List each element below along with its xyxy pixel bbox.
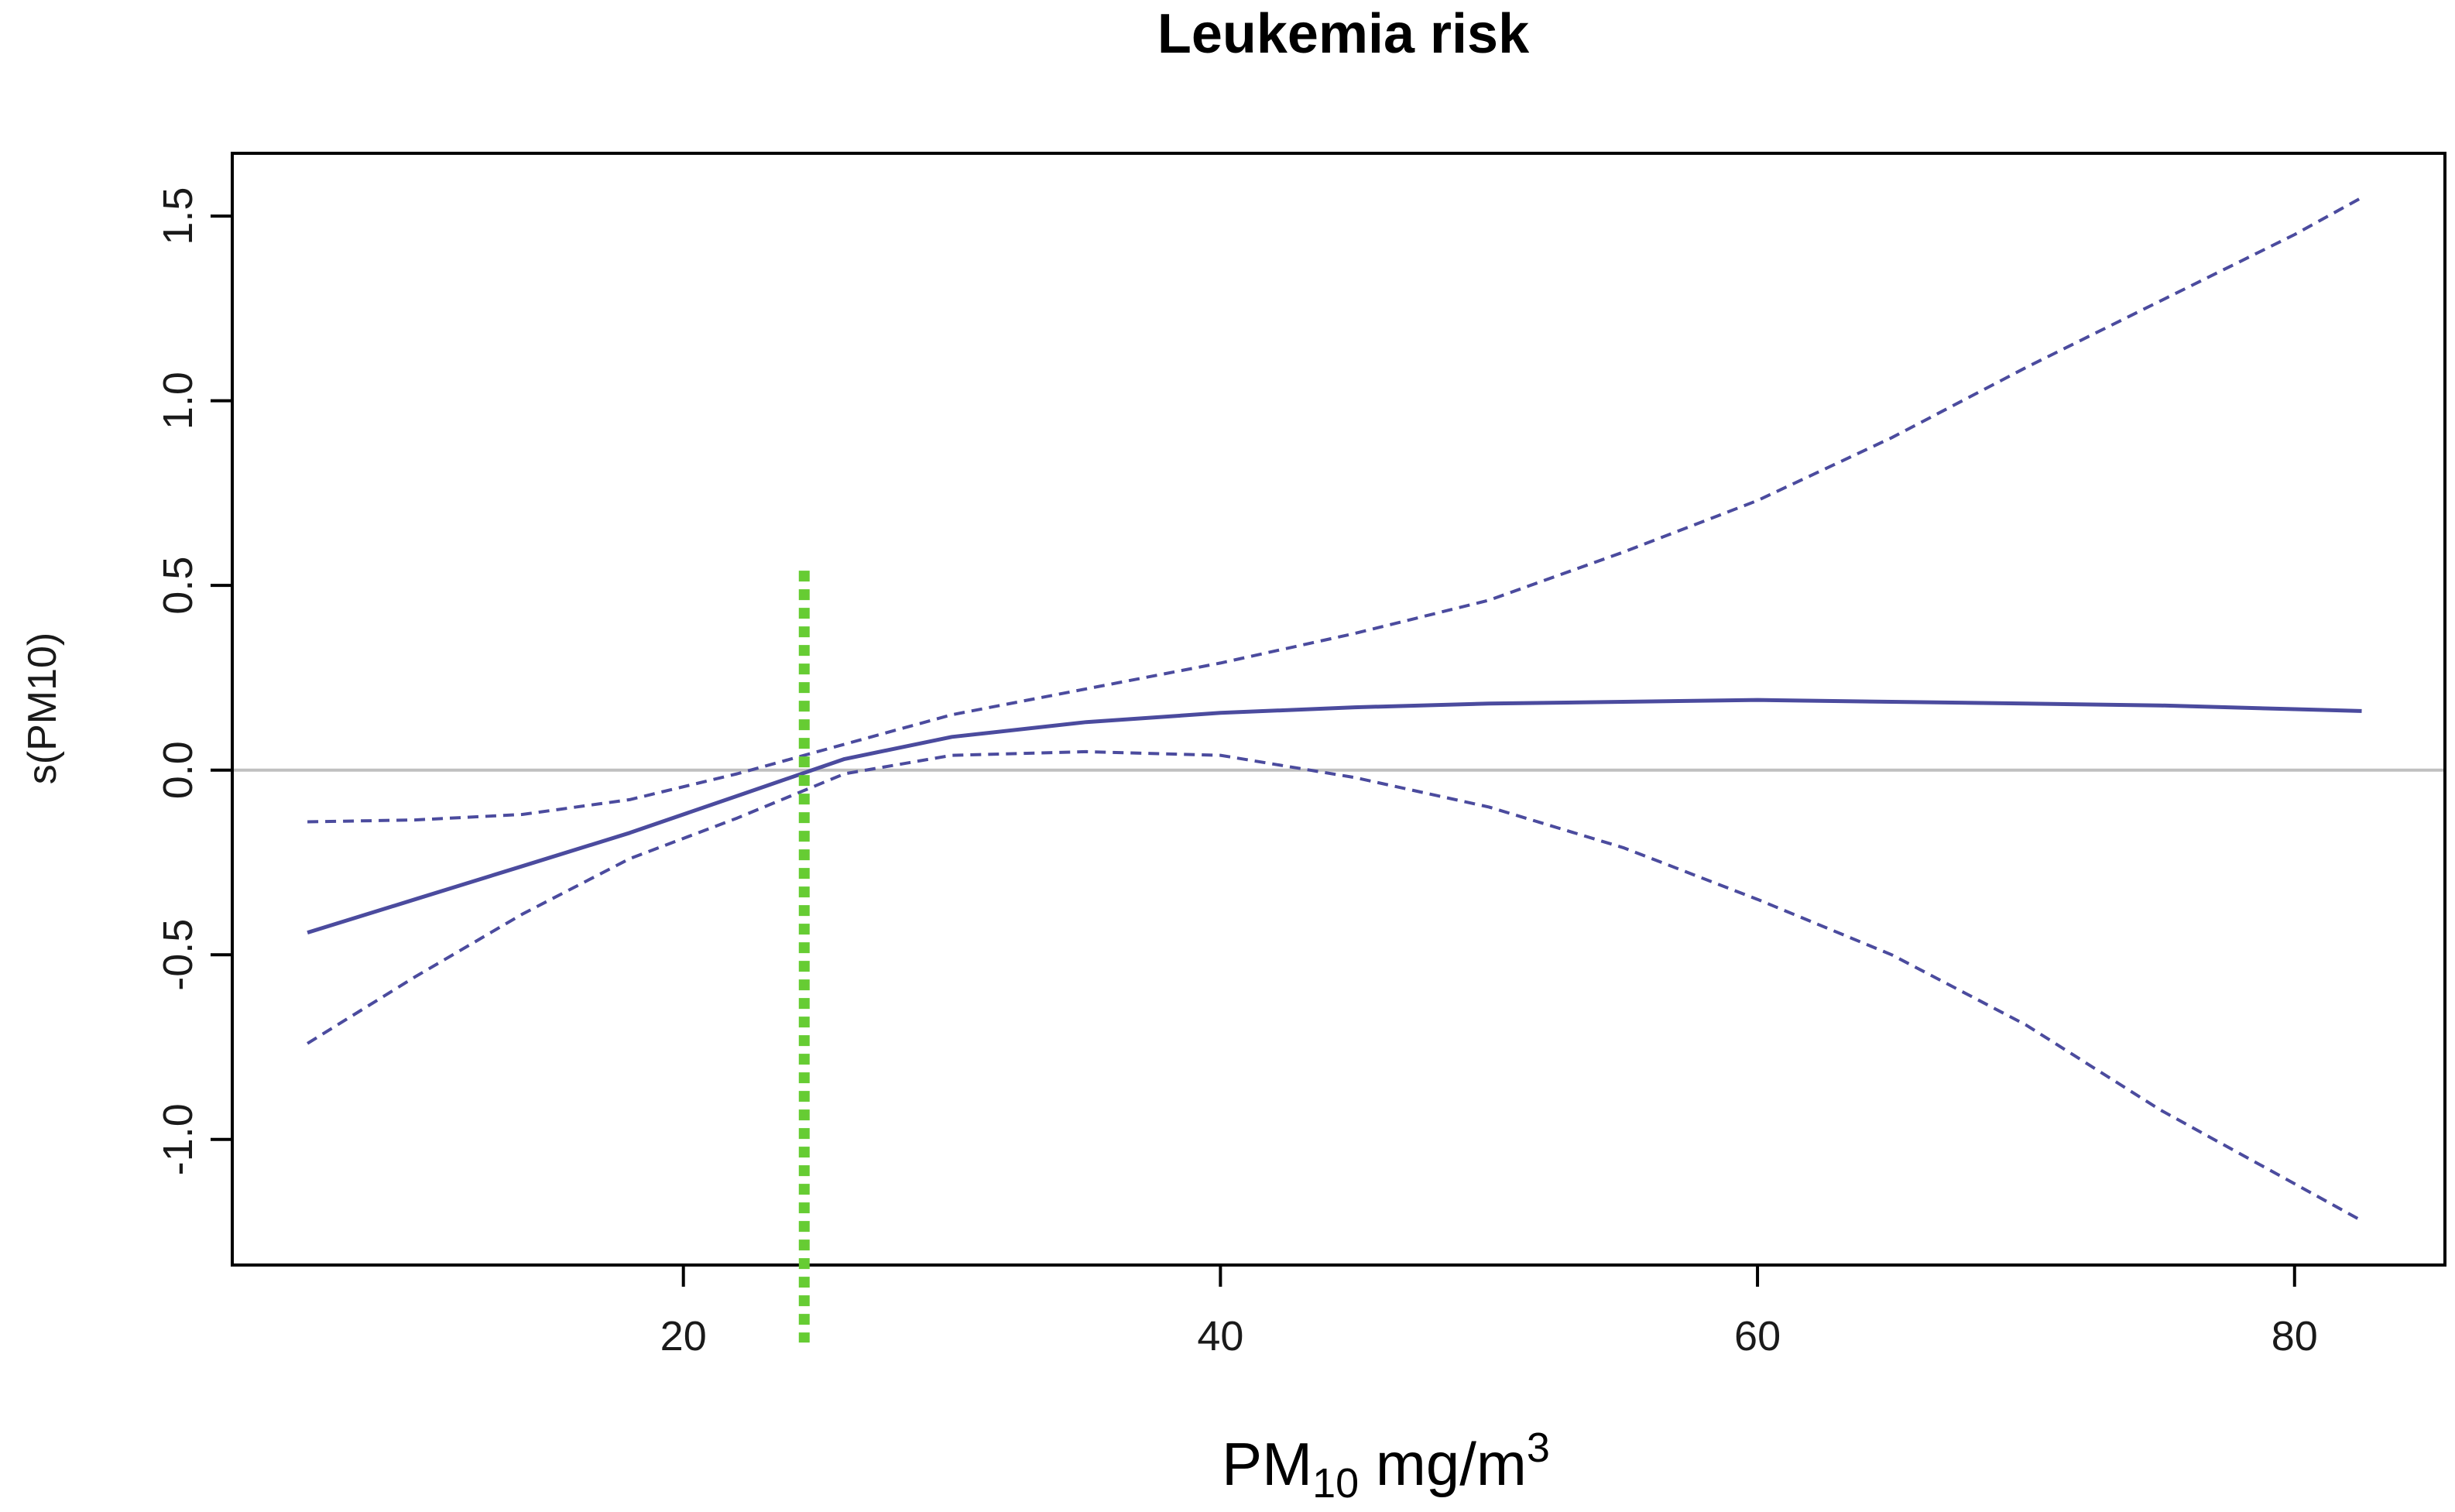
x-axis: 20 40 60 80 bbox=[660, 1265, 2318, 1359]
x-axis-label-subscript: 10 bbox=[1312, 1460, 1359, 1507]
y-tick-label: -1.0 bbox=[155, 1103, 201, 1175]
x-axis-label-base: PM bbox=[1222, 1430, 1312, 1498]
y-tick-label: 0.5 bbox=[155, 557, 201, 615]
x-tick-label: 60 bbox=[1734, 1313, 1781, 1359]
series-line-smooth-estimate bbox=[307, 698, 2362, 934]
y-axis: -1.0 -0.5 0.0 0.5 1.0 1.5 bbox=[155, 187, 232, 1175]
series-line-upper-confidence-bound bbox=[307, 196, 2363, 824]
x-axis-label: PM10 mg/m3 bbox=[1222, 1425, 1550, 1507]
y-tick-label: 1.5 bbox=[155, 187, 201, 245]
x-axis-label-unit: mg/m bbox=[1359, 1430, 1527, 1498]
y-tick-label: 1.0 bbox=[155, 372, 201, 430]
series-line-lower-confidence-bound bbox=[307, 749, 2363, 1222]
series-lines bbox=[307, 196, 2363, 1343]
x-tick-label: 40 bbox=[1197, 1313, 1243, 1359]
x-tick-label: 80 bbox=[2272, 1313, 2318, 1359]
x-axis-label-superscript: 3 bbox=[1527, 1425, 1550, 1471]
chart-title: Leukemia risk bbox=[1157, 3, 1530, 65]
y-axis-label: s(PM10) bbox=[20, 633, 65, 784]
plot-frame bbox=[231, 152, 2446, 1267]
x-tick-label: 20 bbox=[660, 1313, 707, 1359]
y-tick-label: 0.0 bbox=[155, 741, 201, 799]
y-tick-label: -0.5 bbox=[155, 919, 201, 991]
